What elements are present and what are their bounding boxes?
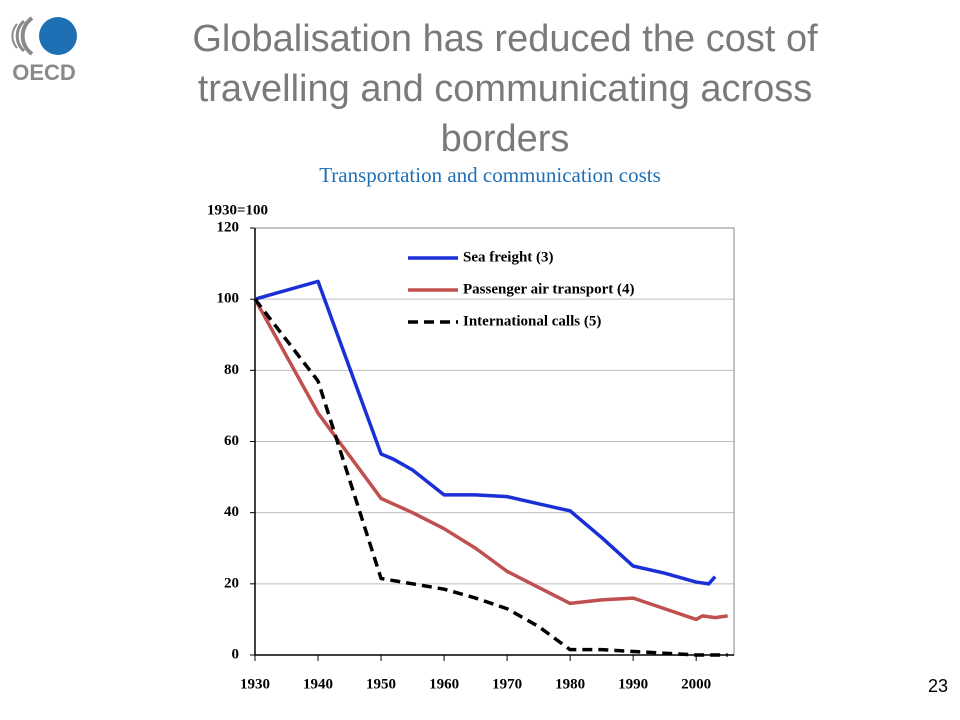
y-tick-label: 80: [224, 362, 239, 378]
series-line: [253, 298, 728, 622]
logo-circle: [39, 17, 77, 55]
series-line: [253, 298, 728, 657]
series-line: [254, 279, 717, 586]
legend-label: Passenger air transport (4): [463, 281, 635, 297]
x-tick-label: 1940: [303, 676, 333, 692]
logo-text: OECD: [12, 60, 76, 85]
y-tick-label: 40: [224, 504, 239, 520]
x-tick-label: 1970: [492, 676, 522, 692]
x-tick-label: 1960: [429, 676, 459, 692]
chart-title: Globalisation has reduced the cost of tr…: [192, 18, 818, 160]
x-tick-label: 1990: [618, 676, 648, 692]
y-tick-label: 0: [232, 646, 240, 662]
y-tick-label: 60: [224, 433, 239, 449]
y-tick-label: 100: [217, 291, 240, 307]
logo-arc: [11, 23, 18, 49]
y-axis-label: 1930=100: [207, 202, 268, 218]
logo-arc: [20, 16, 34, 56]
logo: OECD: [11, 16, 77, 85]
x-tick-label: 2000: [681, 676, 711, 692]
x-tick-label: 1930: [240, 676, 270, 692]
legend-label: Sea freight (3): [463, 249, 554, 265]
legend-label: International calls (5): [463, 313, 601, 329]
x-tick-label: 1950: [366, 676, 396, 692]
chart-subtitle: Transportation and communication costs: [319, 163, 661, 187]
x-tick-label: 1980: [555, 676, 585, 692]
page-number: 23: [927, 676, 948, 696]
y-tick-label: 120: [217, 219, 240, 235]
logo-arc: [15, 19, 26, 53]
y-tick-label: 20: [224, 575, 239, 591]
